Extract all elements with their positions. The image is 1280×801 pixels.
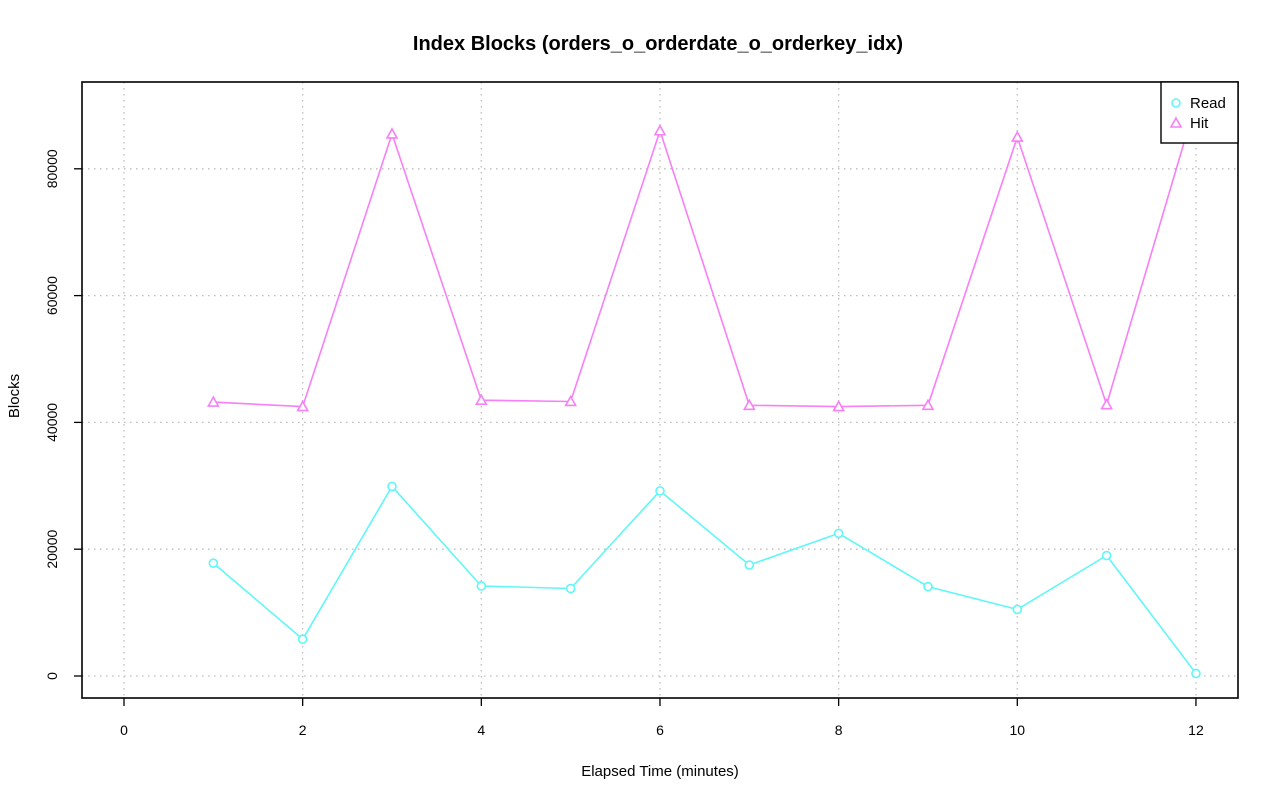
data-point-read [923,581,933,592]
x-tick-label: 8 [835,722,843,738]
y-tick-label: 20000 [44,530,60,569]
data-point-hit [206,395,220,407]
data-point-read [1191,668,1201,679]
y-tick-label: 60000 [44,276,60,315]
data-point-hit [742,398,756,411]
grid [82,82,1238,698]
legend-marker-hit [1169,116,1183,128]
data-point-hit [653,124,667,136]
data-point-hit [1100,398,1113,410]
data-point-read [744,560,755,570]
legend-label-hit: Hit [1190,115,1209,132]
axes: 0 2 4 6 8 10 12 0 20000 40000 60000 80000 [44,149,1204,738]
x-tick-label: 2 [299,722,307,738]
series-line-read [212,485,1197,674]
data-point-hit [564,394,578,407]
legend-box [1160,81,1239,144]
data-point-hit [296,399,310,412]
series-group [206,95,1203,679]
data-point-read [476,581,487,591]
legend-marker-read [1171,98,1181,108]
data-point-hit [1010,130,1024,142]
plot-frame [81,81,1239,699]
chart-title: Index Blocks (orders_o_orderdate_o_order… [413,33,903,55]
y-tick-label: 40000 [44,403,60,442]
data-point-read [565,583,576,594]
data-point-hit [832,399,845,412]
y-tick-label: 80000 [44,149,60,188]
data-point-read [655,486,665,496]
x-tick-label: 12 [1188,722,1204,738]
y-axis-label: Blocks [6,374,23,418]
data-point-read [1101,550,1112,561]
data-point-read [208,558,219,568]
data-point-hit [474,393,488,406]
data-point-hit [921,398,935,411]
legend: Read Hit [1160,81,1239,144]
data-point-hit [385,127,399,139]
x-tick-label: 0 [120,722,128,738]
legend-label-read: Read [1190,95,1226,112]
series-line-hit [213,101,1197,408]
x-tick-label: 10 [1010,722,1026,738]
data-point-read [833,528,844,539]
y-tick-label: 0 [44,672,60,680]
data-point-read [387,481,397,492]
x-tick-label: 6 [656,722,664,738]
x-axis-label: Elapsed Time (minutes) [581,763,739,780]
data-point-read [1012,604,1023,615]
data-point-read [297,634,308,645]
x-tick-label: 4 [477,722,485,738]
